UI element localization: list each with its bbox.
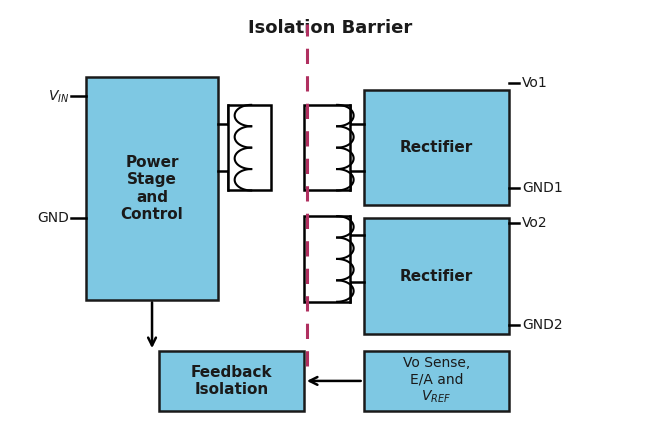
Text: Power
Stage
and
Control: Power Stage and Control [121, 155, 183, 222]
Text: Rectifier: Rectifier [400, 140, 473, 155]
Text: GND2: GND2 [522, 318, 563, 332]
Text: Vo2: Vo2 [522, 216, 548, 229]
Text: Feedback
Isolation: Feedback Isolation [190, 365, 272, 397]
Text: GND1: GND1 [522, 181, 563, 195]
Bar [304, 216, 350, 302]
Text: Isolation Barrier: Isolation Barrier [249, 19, 412, 37]
Bar [364, 218, 509, 334]
Bar [364, 351, 509, 411]
Bar [228, 105, 271, 190]
Text: Vo1: Vo1 [522, 77, 548, 90]
Text: Rectifier: Rectifier [400, 268, 473, 284]
Bar [304, 105, 350, 190]
Bar [86, 77, 218, 300]
Bar [364, 90, 509, 205]
Text: Vo Sense,
E/A and
$V_{REF}$: Vo Sense, E/A and $V_{REF}$ [403, 357, 470, 405]
Bar [159, 351, 304, 411]
Text: GND: GND [38, 211, 69, 225]
Text: $V_{IN}$: $V_{IN}$ [48, 88, 69, 104]
